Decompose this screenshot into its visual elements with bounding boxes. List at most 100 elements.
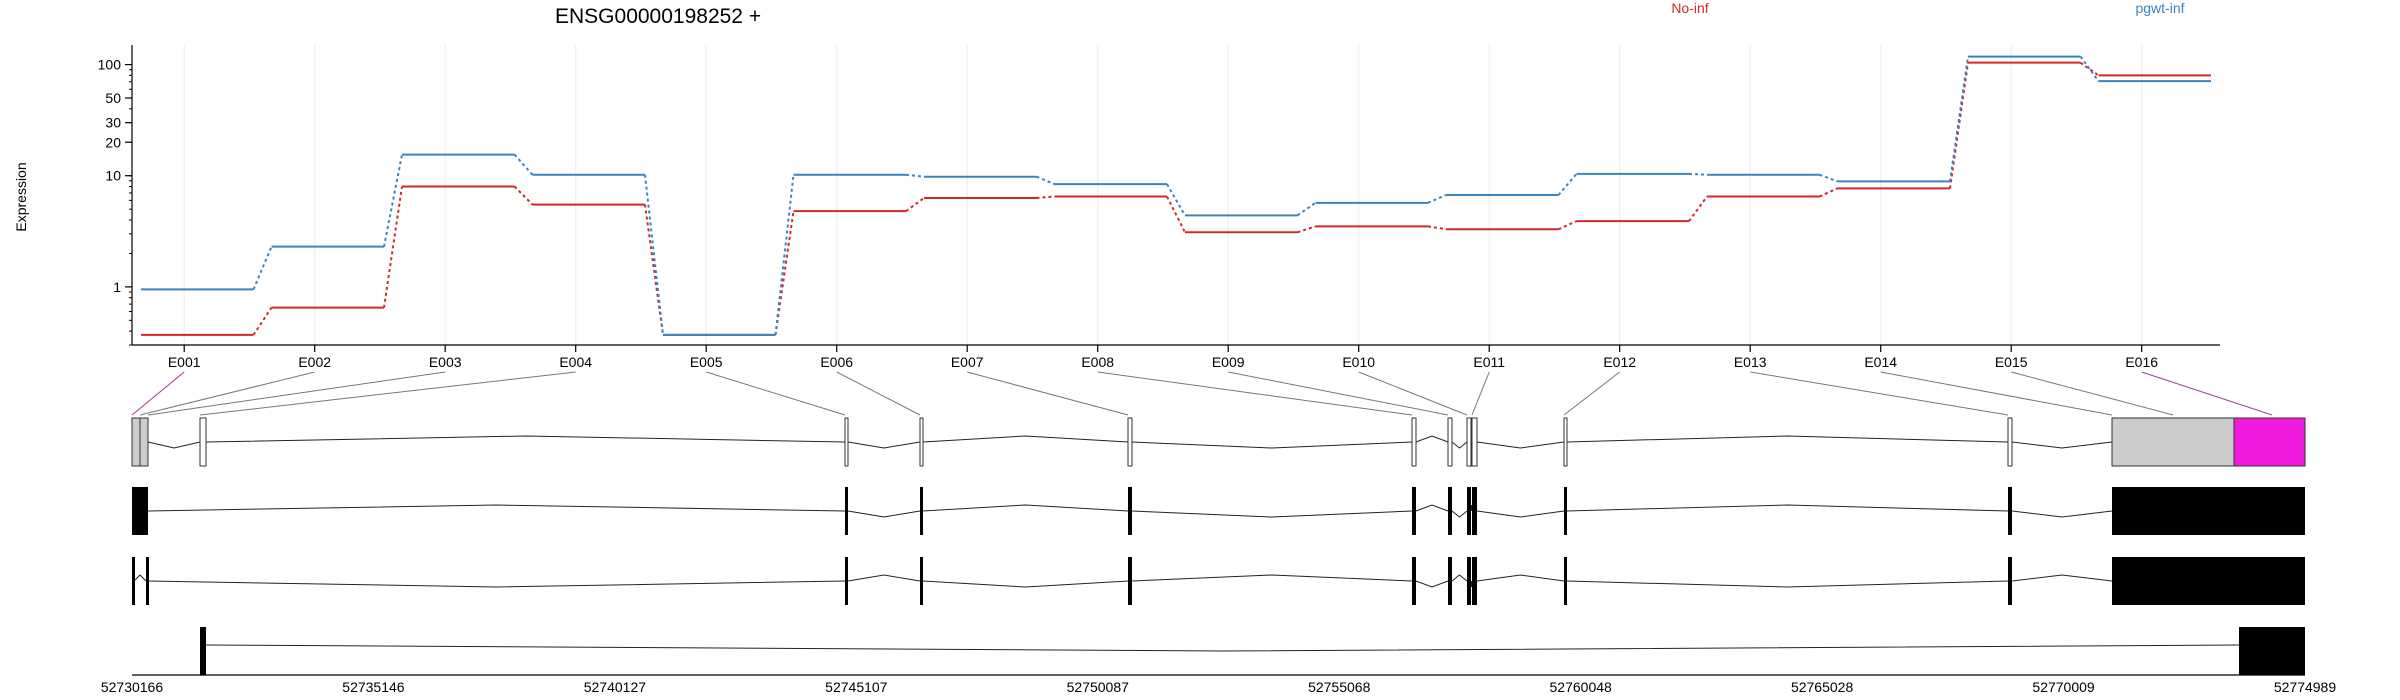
legend-no-inf: No-inf <box>1671 0 1708 16</box>
exon-connector <box>1358 371 1468 416</box>
series-connector <box>905 173 925 178</box>
x-tick-label: E013 <box>1734 354 1767 370</box>
exon-connector <box>2141 371 2273 416</box>
transcript-exon <box>1128 487 1132 535</box>
series-connector <box>774 174 795 335</box>
exon-box <box>139 417 149 467</box>
series-connector <box>1036 195 1055 200</box>
exon-box <box>1466 417 1472 467</box>
intron-line <box>847 441 921 449</box>
intron-line <box>922 504 1129 512</box>
series-connector <box>513 185 534 206</box>
exon-connector <box>147 371 446 416</box>
transcript-tracks <box>131 417 2306 675</box>
y-tick-label: 30 <box>105 115 121 131</box>
exon-connector <box>1563 371 1621 416</box>
series-connector <box>1819 173 1838 183</box>
genomic-axis: 52730166 52735146 52740127 52745107 52750087… <box>101 674 2336 695</box>
genomic-tick-label: 52735146 <box>342 679 405 695</box>
y-tick-label: 100 <box>98 57 122 73</box>
intron-line <box>847 510 921 518</box>
x-tick-label: E002 <box>298 354 331 370</box>
x-tick-label: E011 <box>1473 354 1505 370</box>
intron-line <box>1451 441 1468 449</box>
transcript-exon <box>920 557 923 605</box>
transcript-exon <box>1128 557 1132 605</box>
x-tick-label: E009 <box>1212 354 1245 370</box>
transcript-exon <box>132 487 148 535</box>
intron-line <box>1566 504 2009 512</box>
transcript-exon <box>845 557 848 605</box>
y-axis: 1 10 20 30 50 100 <box>98 45 133 346</box>
series-connector <box>383 154 403 247</box>
exon-box <box>919 417 924 467</box>
series-connector <box>1166 196 1186 233</box>
transcript-exon <box>1467 487 1471 535</box>
series-connector <box>383 186 403 308</box>
intron-line <box>147 504 846 512</box>
series-connector <box>1558 220 1577 231</box>
intron-line <box>1415 504 1449 512</box>
x-tick-label: E012 <box>1603 354 1636 370</box>
transcript-exon <box>1472 557 1477 605</box>
intron-line <box>1476 441 1565 449</box>
exon-box <box>1127 417 1133 467</box>
y-axis-label: Expression <box>13 162 29 231</box>
exon-box <box>1411 417 1417 467</box>
series-connector <box>1819 187 1838 198</box>
series-connector <box>2079 55 2100 82</box>
transcript-exon <box>1467 557 1471 605</box>
x-tick-label: E016 <box>2125 354 2158 370</box>
genomic-tick-label: 52745107 <box>825 679 888 695</box>
intron-line <box>1131 441 1413 449</box>
intron-line <box>205 435 846 443</box>
x-tick-label: E006 <box>820 354 853 370</box>
transcript-exon <box>146 557 149 605</box>
intron-line <box>133 574 147 582</box>
y-tick-label: 10 <box>105 168 121 184</box>
genomic-tick-label: 52770009 <box>2032 679 2095 695</box>
exon-connector <box>1228 371 1449 416</box>
intron-line <box>2011 441 2113 449</box>
transcript-exon <box>1564 487 1567 535</box>
y-tick-label: 50 <box>105 90 121 106</box>
intron-line <box>1415 580 1449 588</box>
transcript-exon <box>200 627 206 675</box>
exon-box <box>1447 417 1453 467</box>
x-tick-label: E008 <box>1081 354 1114 370</box>
intron-line <box>1566 435 2009 443</box>
exon-connector <box>199 371 576 416</box>
exon-connector <box>139 371 315 416</box>
exon-connector <box>2011 371 2174 416</box>
exon-box <box>199 417 207 467</box>
series-connector <box>1557 173 1578 196</box>
intron-line <box>847 574 921 582</box>
series-connector <box>1166 183 1186 216</box>
exon-connector <box>131 371 185 416</box>
x-tick-label: E003 <box>429 354 462 370</box>
intron-line <box>1566 580 2009 588</box>
series-connector <box>905 197 925 212</box>
exon-connector <box>706 371 846 416</box>
x-tick-label: E007 <box>951 354 984 370</box>
intron-line <box>1451 574 1468 582</box>
transcript-exon <box>2239 627 2305 675</box>
transcript-exon <box>920 487 923 535</box>
exon-connector <box>1097 371 1413 416</box>
transcript-exon <box>1412 557 1416 605</box>
intron-line <box>205 644 2240 652</box>
transcript-exon <box>2112 487 2305 535</box>
intron-line <box>922 580 1129 588</box>
intron-line <box>1476 510 1565 518</box>
y-tick-label: 1 <box>113 279 121 295</box>
transcript-exon <box>2008 487 2012 535</box>
chart-title: ENSG00000198252 + <box>555 5 761 28</box>
exon-connector <box>1880 371 2113 416</box>
series-connector <box>644 174 664 335</box>
exon-box <box>1563 417 1568 467</box>
x-tick-label: E010 <box>1342 354 1375 370</box>
x-tick-label: E014 <box>1864 354 1897 370</box>
intron-line <box>147 441 201 449</box>
exon-box <box>131 417 141 467</box>
series-lines <box>141 55 2211 336</box>
